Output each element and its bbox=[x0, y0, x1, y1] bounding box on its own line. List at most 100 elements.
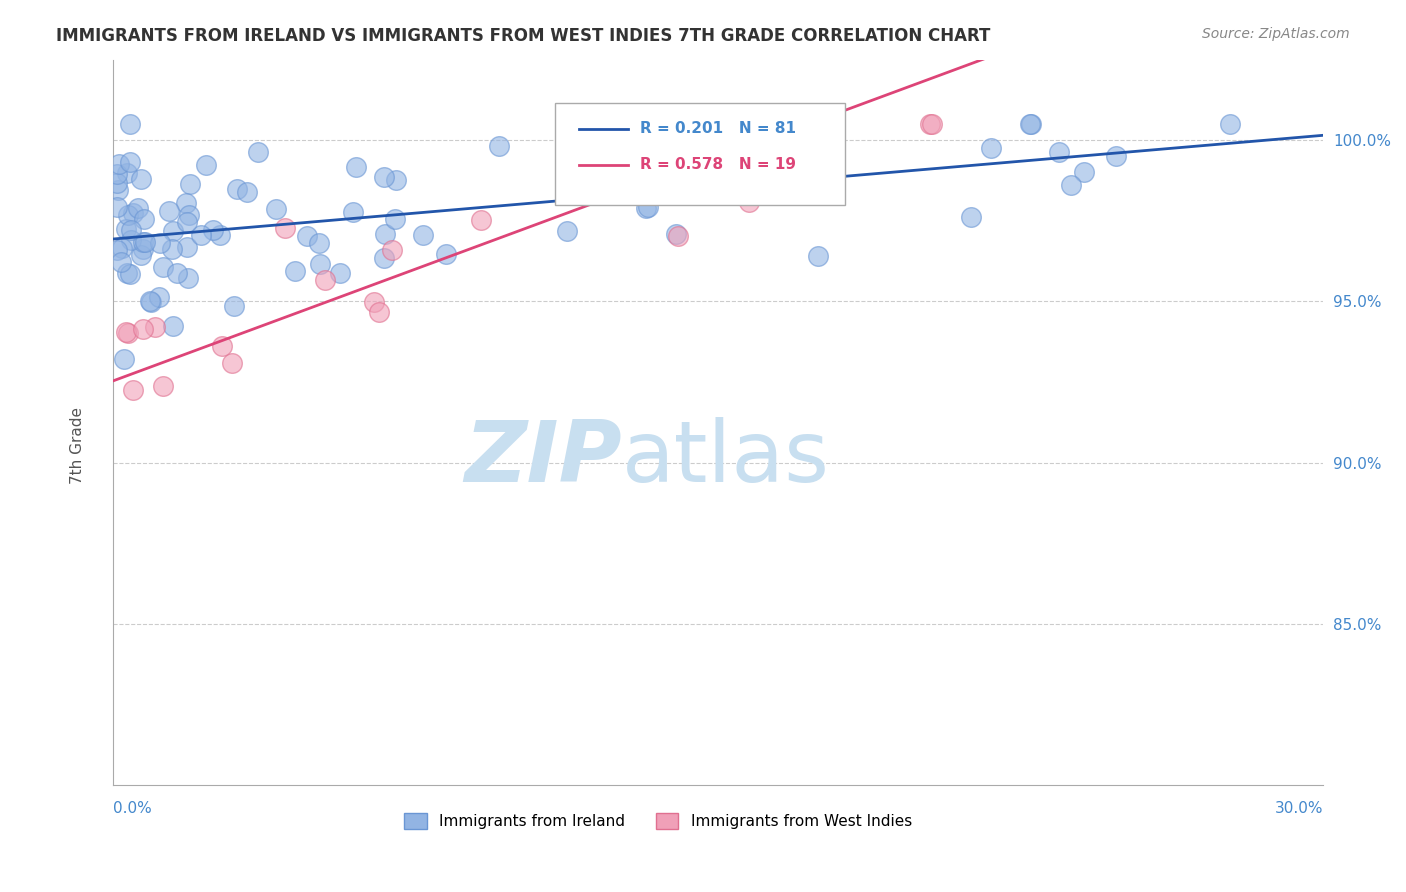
Point bbox=[367, 304, 389, 318]
Point bbox=[666, 229, 689, 244]
Point bbox=[114, 325, 136, 339]
Point bbox=[384, 212, 406, 227]
Point bbox=[148, 290, 170, 304]
Point bbox=[129, 248, 152, 262]
Point bbox=[1047, 145, 1070, 159]
Point bbox=[117, 326, 139, 340]
Point bbox=[121, 384, 143, 398]
Point bbox=[131, 242, 153, 256]
Point bbox=[374, 227, 396, 241]
Point bbox=[110, 255, 132, 269]
Point bbox=[235, 185, 257, 199]
Point bbox=[201, 223, 224, 237]
Point bbox=[637, 200, 659, 214]
Point bbox=[129, 172, 152, 186]
Point bbox=[412, 227, 434, 242]
Point bbox=[118, 268, 141, 282]
Point bbox=[295, 229, 318, 244]
Point bbox=[807, 248, 830, 262]
Point bbox=[132, 322, 155, 336]
Point bbox=[488, 139, 510, 153]
Point bbox=[208, 227, 231, 242]
Point bbox=[111, 241, 134, 255]
Point bbox=[107, 177, 129, 191]
Point bbox=[149, 235, 172, 250]
Point bbox=[284, 263, 307, 277]
Point bbox=[246, 145, 269, 159]
Point bbox=[195, 158, 218, 172]
Point bbox=[555, 224, 578, 238]
Point bbox=[221, 356, 243, 370]
Point bbox=[134, 235, 156, 249]
Point bbox=[211, 338, 233, 352]
Point bbox=[120, 222, 142, 236]
Point bbox=[685, 160, 707, 174]
Point bbox=[1021, 117, 1043, 131]
Point bbox=[980, 141, 1002, 155]
Point bbox=[373, 169, 395, 184]
Point bbox=[959, 210, 981, 224]
Point bbox=[107, 243, 129, 257]
Point bbox=[274, 221, 297, 235]
Point bbox=[373, 251, 395, 265]
Point bbox=[634, 201, 657, 215]
Text: ZIP: ZIP bbox=[464, 417, 621, 500]
Point bbox=[226, 182, 249, 196]
Point bbox=[308, 235, 330, 250]
Point bbox=[344, 160, 367, 174]
Point bbox=[222, 299, 245, 313]
Point bbox=[329, 266, 352, 280]
Point bbox=[115, 267, 138, 281]
Point bbox=[121, 206, 143, 220]
Point bbox=[152, 378, 174, 392]
Point bbox=[118, 155, 141, 169]
Point bbox=[1073, 165, 1095, 179]
Point bbox=[385, 173, 408, 187]
Point bbox=[139, 294, 162, 309]
Point bbox=[160, 242, 183, 256]
Point bbox=[314, 273, 336, 287]
Point bbox=[166, 267, 188, 281]
Point bbox=[107, 183, 129, 197]
Point bbox=[665, 227, 688, 241]
Text: R = 0.201   N = 81: R = 0.201 N = 81 bbox=[640, 121, 796, 136]
Point bbox=[157, 204, 180, 219]
Text: 30.0%: 30.0% bbox=[1275, 801, 1323, 816]
Point bbox=[434, 246, 457, 260]
Point bbox=[118, 117, 141, 131]
Point bbox=[132, 235, 155, 249]
Point bbox=[115, 166, 138, 180]
Point bbox=[176, 270, 198, 285]
Point bbox=[381, 243, 404, 257]
Point bbox=[162, 318, 184, 333]
Point bbox=[179, 177, 201, 191]
Point bbox=[564, 166, 586, 180]
Point bbox=[738, 194, 761, 209]
Point bbox=[1219, 117, 1241, 131]
Point bbox=[176, 215, 198, 229]
Point bbox=[1019, 117, 1042, 131]
Point bbox=[1060, 178, 1083, 193]
Point bbox=[152, 260, 174, 274]
Point bbox=[108, 157, 131, 171]
Point bbox=[112, 351, 135, 366]
Point bbox=[162, 224, 184, 238]
FancyBboxPatch shape bbox=[555, 103, 845, 204]
Point bbox=[107, 200, 129, 214]
Point bbox=[114, 222, 136, 236]
Text: 0.0%: 0.0% bbox=[114, 801, 152, 816]
Point bbox=[127, 201, 149, 215]
Point bbox=[921, 117, 943, 131]
Point bbox=[174, 196, 197, 211]
Point bbox=[363, 294, 385, 309]
Point bbox=[107, 167, 129, 181]
Point bbox=[190, 227, 212, 242]
Legend: Immigrants from Ireland, Immigrants from West Indies: Immigrants from Ireland, Immigrants from… bbox=[398, 807, 918, 836]
Point bbox=[176, 240, 198, 254]
Point bbox=[177, 208, 200, 222]
Point bbox=[470, 213, 492, 227]
Point bbox=[141, 294, 163, 309]
Text: atlas: atlas bbox=[621, 417, 830, 500]
Text: R = 0.578   N = 19: R = 0.578 N = 19 bbox=[640, 157, 796, 172]
Point bbox=[145, 320, 167, 334]
